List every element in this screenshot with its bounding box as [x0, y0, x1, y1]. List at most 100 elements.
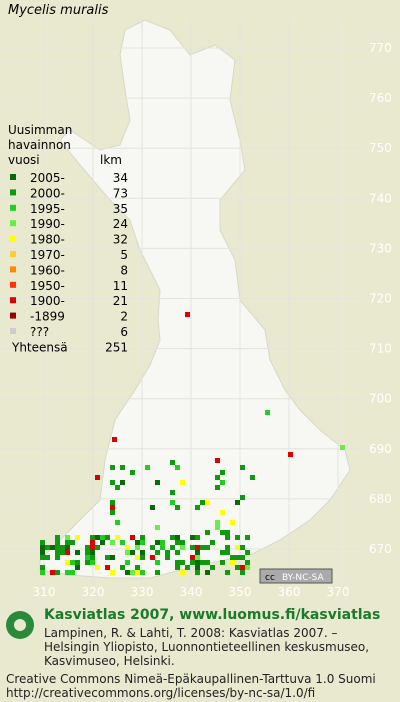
occurrence-cell: [180, 560, 185, 565]
occurrence-cell: [110, 555, 115, 560]
legend-count-heading: lkm: [100, 153, 122, 167]
occurrence-cell: [175, 535, 180, 540]
occurrence-cell: [205, 530, 210, 535]
occurrence-cell: [105, 555, 110, 560]
legend-swatch: [10, 204, 16, 211]
occurrence-cell: [105, 565, 110, 570]
occurrence-cell: [240, 545, 245, 550]
total-label: Yhteensä: [11, 340, 68, 354]
northing-label: 760: [369, 91, 392, 105]
easting-label: 340: [180, 585, 203, 599]
occurrence-cell: [140, 535, 145, 540]
occurrence-cell: [95, 475, 100, 480]
occurrence-cell: [90, 555, 95, 560]
occurrence-cell: [340, 445, 345, 450]
occurrence-cell: [40, 540, 45, 545]
occurrence-cell: [240, 565, 245, 570]
occurrence-cell: [55, 555, 60, 560]
occurrence-cell: [130, 470, 135, 475]
occurrence-cell: [105, 535, 110, 540]
occurrence-cell: [245, 550, 250, 555]
occurrence-cell: [60, 550, 65, 555]
northing-label: 770: [369, 41, 392, 55]
occurrence-cell: [150, 505, 155, 510]
occurrence-cell: [110, 540, 115, 545]
occurrence-cell: [165, 550, 170, 555]
citation-line: Lampinen, R. & Lahti, T. 2008: Kasviatla…: [44, 626, 338, 640]
occurrence-cell: [155, 560, 160, 565]
occurrence-cell: [55, 545, 60, 550]
occurrence-cell: [150, 555, 155, 560]
northing-label: 700: [369, 392, 392, 406]
occurrence-cell: [110, 500, 115, 505]
legend-swatch: [10, 281, 16, 288]
occurrence-cell: [40, 545, 45, 550]
legend-label: 2005-: [30, 171, 65, 185]
legend-swatch: [10, 235, 16, 242]
easting-label: 350: [229, 585, 252, 599]
occurrence-cell: [240, 495, 245, 500]
occurrence-cell: [195, 535, 200, 540]
occurrence-cell: [288, 452, 293, 457]
coordinate-labels: 770 760 750 740 730 720 710 700 690 680 670 310 320 3…: [33, 41, 392, 599]
legend-label: 1970-: [30, 248, 65, 262]
occurrence-cell: [60, 545, 65, 550]
legend-count: 11: [113, 279, 128, 293]
occurrence-cell: [135, 570, 140, 575]
occurrence-cell: [65, 545, 70, 550]
occurrence-cell: [115, 535, 120, 540]
occurrence-cell: [125, 545, 130, 550]
occurrence-cell: [140, 550, 145, 555]
species-title: Mycelis muralis: [8, 3, 109, 18]
occurrence-cell: [225, 550, 230, 555]
occurrence-cell: [230, 520, 235, 525]
occurrence-cell: [220, 560, 225, 565]
occurrence-cell: [75, 560, 80, 565]
occurrence-cell: [125, 550, 130, 555]
occurrence-cell: [265, 410, 270, 415]
occurrence-cell: [110, 465, 115, 470]
northing-label: 710: [369, 342, 392, 356]
occurrence-cell: [110, 480, 115, 485]
northing-label: 740: [369, 191, 392, 205]
occurrence-cell: [235, 565, 240, 570]
northing-label: 730: [369, 241, 392, 255]
occurrence-cell: [70, 570, 75, 575]
occurrence-cell: [190, 555, 195, 560]
legend-count: 2: [120, 310, 128, 324]
occurrence-cell: [90, 540, 95, 545]
occurrence-cell: [45, 555, 50, 560]
easting-label: 320: [82, 585, 105, 599]
occurrence-cell: [40, 565, 45, 570]
occurrence-cell: [205, 500, 210, 505]
occurrence-cell: [175, 465, 180, 470]
occurrence-cell: [210, 540, 215, 545]
occurrence-cell: [225, 530, 230, 535]
occurrence-cell: [135, 545, 140, 550]
occurrence-cell: [200, 545, 205, 550]
occurrence-cell: [180, 540, 185, 545]
occurrence-cell: [245, 565, 250, 570]
occurrence-cell: [195, 565, 200, 570]
occurrence-cell: [70, 540, 75, 545]
occurrence-cell: [175, 540, 180, 545]
occurrence-cell: [240, 570, 245, 575]
legend-count: 6: [120, 325, 128, 339]
easting-label: 310: [33, 585, 56, 599]
occurrence-cell: [200, 560, 205, 565]
occurrence-cell: [90, 560, 95, 565]
occurrence-cell: [55, 550, 60, 555]
occurrence-cell: [135, 540, 140, 545]
occurrence-cell: [220, 510, 225, 515]
citation-line: Helsingin Yliopisto, Luonnontieteellinen…: [44, 640, 369, 654]
legend-label: 1900-: [30, 294, 65, 308]
occurrence-cell: [50, 545, 55, 550]
occurrence-cell: [240, 555, 245, 560]
occurrence-cell: [140, 570, 145, 575]
occurrence-cell: [70, 560, 75, 565]
occurrence-cell: [100, 535, 105, 540]
occurrence-cell: [155, 525, 160, 530]
occurrence-cell: [95, 535, 100, 540]
